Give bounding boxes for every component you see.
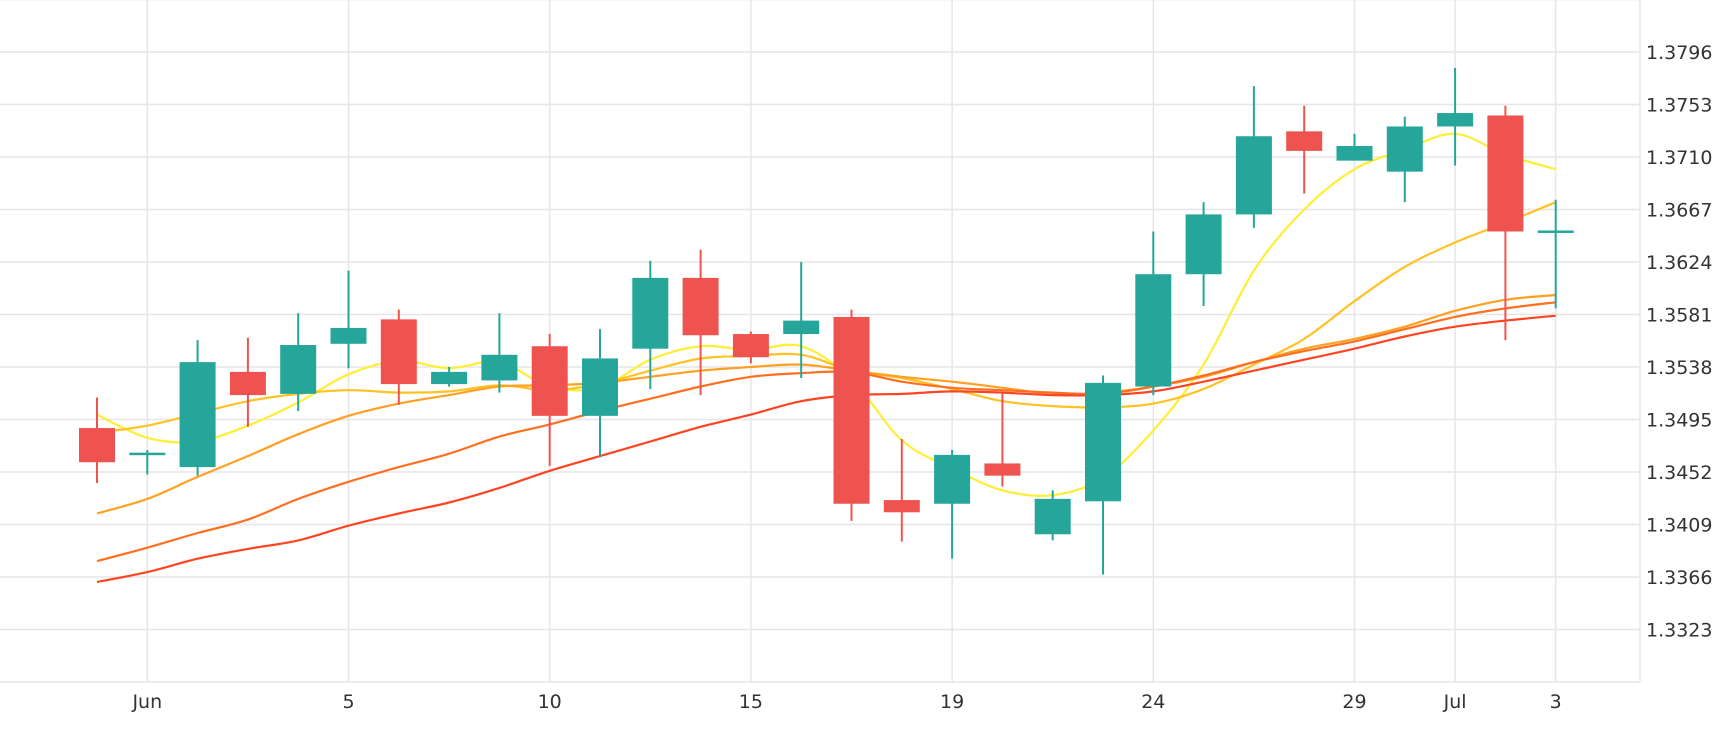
candle-body: [632, 277, 669, 349]
candle: [1487, 105, 1524, 341]
candle: [883, 439, 920, 542]
candle-body: [1085, 382, 1121, 502]
candle-body: [179, 362, 216, 468]
y-tick-label: 1.3538: [1646, 357, 1712, 379]
candle-body: [833, 316, 870, 504]
candle: [129, 450, 166, 475]
candle: [1286, 105, 1323, 194]
candle-body: [732, 334, 769, 358]
y-tick-label: 1.3753: [1646, 95, 1712, 117]
candle-body: [934, 454, 971, 504]
moving-average-line-5: [96, 314, 1556, 583]
candle: [1135, 231, 1172, 396]
x-tick-label: 24: [1141, 691, 1165, 713]
candle-body: [1537, 230, 1574, 233]
x-tick-label: 15: [739, 691, 763, 713]
candle: [380, 309, 417, 405]
candle-body: [783, 320, 820, 335]
y-tick-label: 1.3796: [1646, 42, 1712, 64]
candle-body: [1286, 131, 1323, 151]
moving-average-lines: [96, 132, 1557, 583]
candle: [984, 392, 1021, 487]
candle-body: [531, 346, 568, 416]
candle: [330, 270, 367, 369]
x-tick-label: 29: [1342, 691, 1366, 713]
x-tick-label: 10: [538, 691, 562, 713]
candle-body: [280, 345, 317, 394]
candle-body: [1185, 214, 1222, 275]
candle: [481, 313, 518, 393]
candle-body: [1386, 126, 1423, 172]
candle-body: [1487, 115, 1524, 232]
candle-body: [129, 452, 166, 456]
candle: [280, 313, 317, 411]
y-tick-label: 1.3624: [1646, 252, 1712, 274]
x-tick-label: 5: [342, 691, 354, 713]
candle: [934, 450, 971, 559]
candle-body: [682, 277, 719, 336]
y-tick-label: 1.3409: [1646, 515, 1712, 537]
candle: [1235, 86, 1272, 228]
candle-body: [883, 500, 920, 513]
candle: [783, 262, 820, 378]
y-tick-label: 1.3452: [1646, 462, 1712, 484]
moving-average-line-4: [96, 301, 1556, 563]
candle: [1034, 490, 1071, 541]
x-axis-tick-labels: Jun 5 10 15 19 24 29 Jul 3: [131, 691, 1561, 713]
candles: [79, 67, 1574, 575]
moving-average-line-3: [96, 293, 1556, 515]
candle: [1336, 133, 1373, 161]
y-tick-label: 1.3323: [1646, 620, 1712, 642]
candle-body: [984, 463, 1021, 476]
candle-body: [1336, 146, 1373, 161]
candle: [531, 334, 568, 466]
candle-body: [1034, 498, 1071, 535]
candle-body: [1235, 136, 1272, 215]
candle-body: [1437, 113, 1474, 127]
moving-average-line-2: [96, 201, 1557, 434]
candle: [833, 309, 870, 521]
candle: [1185, 202, 1222, 306]
y-axis-tick-labels: 1.3323 1.3366 1.3409 1.3452 1.3495 1.3538 1.35…: [1646, 42, 1712, 642]
y-tick-label: 1.3366: [1646, 567, 1712, 589]
candle: [1537, 199, 1574, 309]
candle: [229, 337, 266, 427]
x-tick-label: 3: [1550, 691, 1562, 713]
candle-body: [582, 358, 618, 416]
x-tick-label: Jun: [131, 691, 162, 713]
candle: [732, 331, 769, 364]
y-tick-label: 1.3710: [1646, 147, 1712, 169]
grid: [0, 0, 1641, 683]
candle: [1085, 375, 1121, 575]
candle: [682, 249, 719, 396]
y-tick-label: 1.3495: [1646, 410, 1712, 432]
candle-body: [481, 354, 518, 381]
candle: [1437, 67, 1474, 166]
candle: [431, 367, 468, 387]
y-tick-label: 1.3667: [1646, 200, 1712, 222]
candle-body: [229, 371, 266, 396]
x-tick-label: 19: [940, 691, 964, 713]
candle: [632, 260, 669, 389]
candle-body: [79, 428, 115, 463]
candle-body: [1135, 274, 1172, 387]
candle: [1386, 116, 1423, 203]
y-tick-label: 1.3581: [1646, 305, 1712, 327]
candle: [79, 397, 115, 483]
candle-body: [380, 319, 417, 385]
candle: [582, 329, 618, 458]
candle-body: [431, 371, 468, 385]
x-tick-label: Jul: [1443, 691, 1467, 713]
candle-body: [330, 327, 367, 344]
candle: [179, 340, 216, 476]
